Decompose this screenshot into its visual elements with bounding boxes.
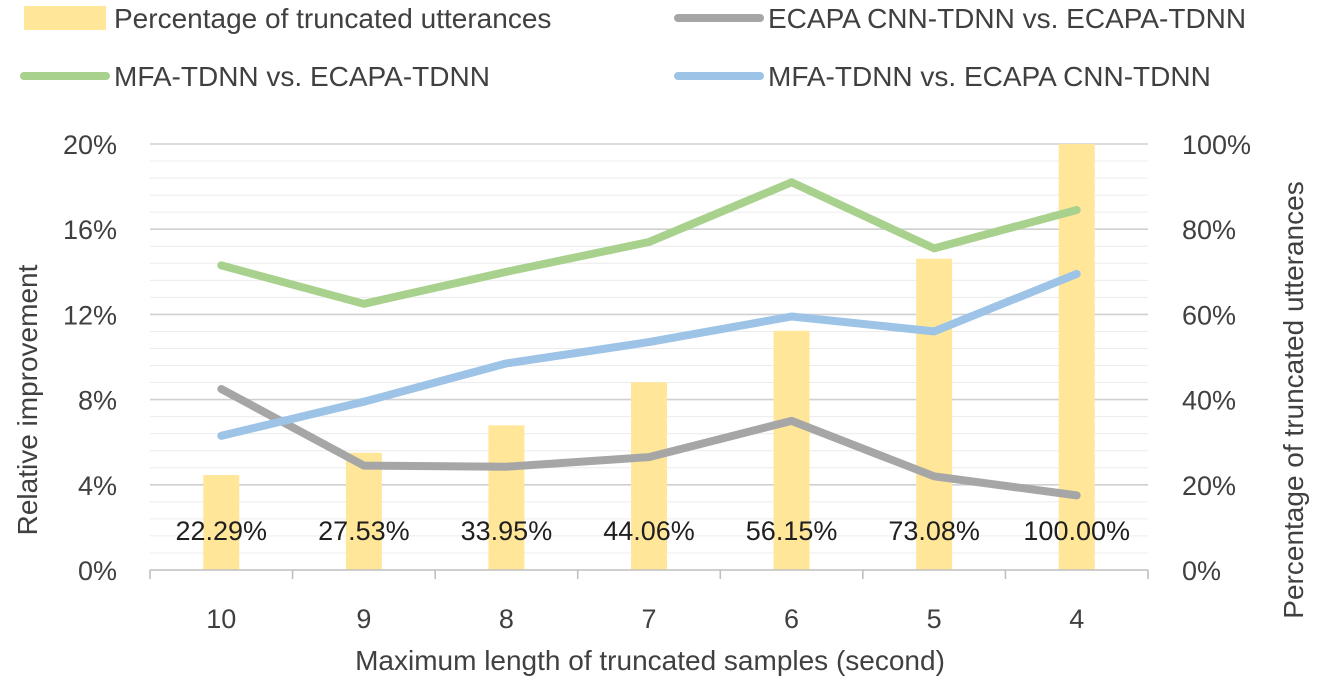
- x-tick-label: 9: [356, 604, 371, 634]
- x-tick-label: 4: [1069, 604, 1084, 634]
- y-left-tick-label: 0%: [78, 556, 117, 586]
- x-tick-label: 5: [927, 604, 942, 634]
- y-right-tick-label: 100%: [1182, 130, 1251, 160]
- bar-9: [345, 452, 382, 570]
- bar-data-label: 73.08%: [888, 516, 980, 546]
- series-line-2: [217, 178, 1081, 308]
- y-left-tick-label: 12%: [63, 300, 117, 330]
- bar-10: [203, 475, 240, 570]
- y-right-tick-label: 20%: [1182, 471, 1236, 501]
- y-right-tick-label: 40%: [1182, 386, 1236, 416]
- x-tick-label: 10: [206, 604, 236, 634]
- axis-layer: 10 9 8 7 6 5 40%4%8%12%16%20%0%20%40%60%80%100…: [63, 130, 1251, 634]
- y-left-tick-label: 8%: [78, 386, 117, 416]
- bar-layer: [203, 144, 1095, 570]
- bar-data-label: 33.95%: [461, 516, 553, 546]
- x-tick-label: 8: [499, 604, 514, 634]
- legend-swatch-bar: [24, 6, 106, 30]
- series-line-1: [217, 385, 1081, 500]
- legend-label: Percentage of truncated utterances: [114, 3, 551, 34]
- bar-data-label: 44.06%: [603, 516, 695, 546]
- x-axis-title: Maximum length of truncated samples (sec…: [355, 645, 945, 676]
- y-right-tick-label: 0%: [1182, 556, 1221, 586]
- bar-5: [916, 258, 953, 570]
- bar-data-label: 56.15%: [746, 516, 838, 546]
- legend-layer: Percentage of truncated utterances ECAPA …: [20, 3, 1246, 92]
- y-left-tick-label: 4%: [78, 471, 117, 501]
- bar-data-label: 100.00%: [1023, 516, 1130, 546]
- x-tick-label: 7: [641, 604, 656, 634]
- legend-label: MFA-TDNN vs. ECAPA-TDNN: [114, 61, 490, 92]
- y-right-tick-label: 60%: [1182, 300, 1236, 330]
- y-axis-left-title: Relative improvement: [12, 264, 43, 535]
- bar-data-label: 27.53%: [318, 516, 410, 546]
- y-right-tick-label: 80%: [1182, 215, 1236, 245]
- bar-6: [773, 330, 810, 570]
- label-layer: 22.29% 27.53% 33.95% 44.06% 56.15% 73.08% 100.…: [175, 516, 1130, 546]
- y-left-tick-label: 20%: [63, 130, 117, 160]
- y-axis-right-title: Percentage of truncated utterances: [1278, 181, 1309, 618]
- grid-layer: [150, 143, 1148, 554]
- bar-7: [631, 382, 667, 570]
- line-layer: [217, 178, 1081, 500]
- bar-8: [488, 425, 525, 570]
- x-tick-label: 6: [784, 604, 799, 634]
- bar-data-label: 22.29%: [175, 516, 267, 546]
- series-line-3: [217, 269, 1081, 440]
- y-left-tick-label: 16%: [63, 215, 117, 245]
- legend-label: ECAPA CNN-TDNN vs. ECAPA-TDNN: [768, 3, 1246, 34]
- legend-label: MFA-TDNN vs. ECAPA CNN-TDNN: [768, 61, 1211, 92]
